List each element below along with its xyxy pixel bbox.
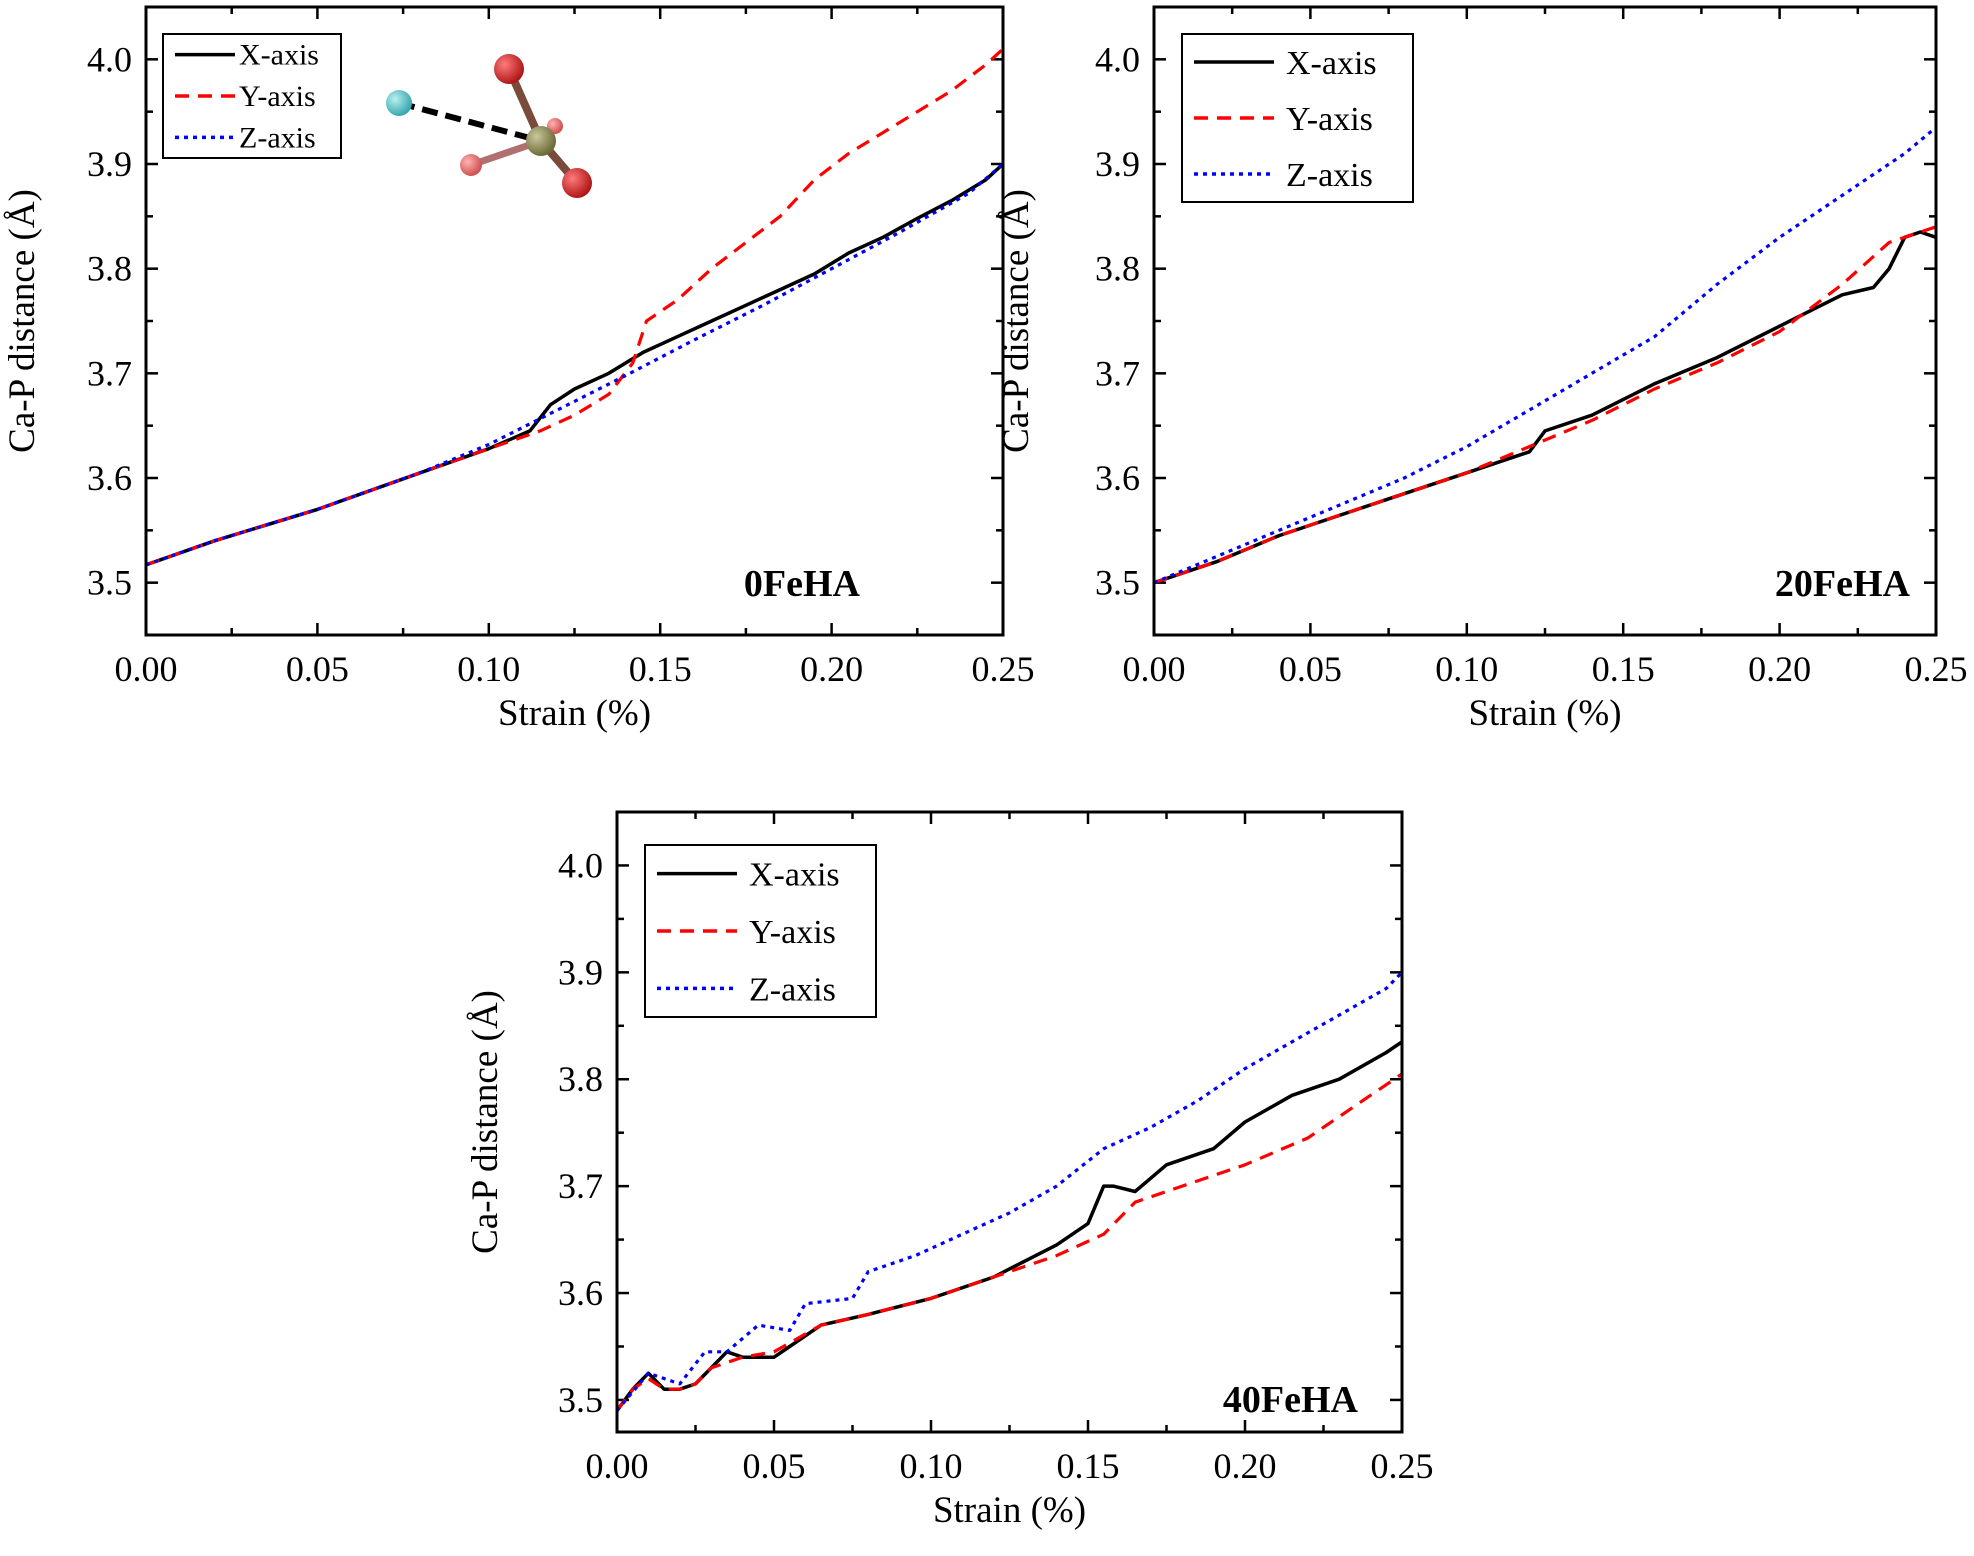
x-tick-label: 0.05 (1279, 649, 1342, 689)
oxygen-atom (460, 154, 482, 176)
series-line-z-axis (1154, 126, 1936, 585)
series-line-z-axis (146, 162, 1003, 567)
y-axis-title: Ca-P distance (Å) (2, 189, 43, 453)
y-tick-label: 3.9 (87, 144, 132, 184)
plot-frame (615, 810, 1404, 1434)
y-tick-label: 4.0 (558, 845, 603, 885)
legend-label: X-axis (239, 39, 319, 72)
ca-p-bond (398, 100, 531, 141)
legend-label: Z-axis (749, 971, 836, 1008)
panel-label: 0FeHA (744, 563, 861, 605)
y-tick-label: 3.9 (558, 952, 603, 992)
x-tick-label: 0.20 (1748, 649, 1811, 689)
legend-label: Y-axis (239, 80, 316, 113)
x-tick-label: 0.25 (1371, 1446, 1434, 1486)
y-tick-label: 4.0 (87, 39, 132, 79)
series-line-x-axis (617, 1040, 1402, 1412)
legend: X-axis Y-axis Z-axis (644, 844, 877, 1018)
phosphorus-atom (526, 126, 556, 156)
chart-panel-20FeHA: 0.00 0.05 0.10 0.15 0.20 0.25 3.5 3.6 3.7 3.8 3.9 4… (996, 5, 1968, 734)
y-axis-title: Ca-P distance (Å) (996, 189, 1037, 453)
legend-label: X-axis (1286, 45, 1377, 82)
x-tick-label: 0.10 (1435, 649, 1498, 689)
y-tick-label: 3.8 (87, 249, 132, 289)
y-tick-label: 3.7 (558, 1166, 603, 1206)
panel-label: 20FeHA (1775, 563, 1911, 605)
oxygen-atom (562, 168, 592, 198)
x-tick-label: 0.10 (457, 649, 520, 689)
x-tick-label: 0.25 (972, 649, 1035, 689)
series-line-z-axis (617, 971, 1402, 1412)
x-axis-title: Strain (%) (933, 1490, 1086, 1531)
y-tick-label: 3.6 (1095, 458, 1140, 498)
x-tick-label: 0.20 (1214, 1446, 1277, 1486)
series-line-x-axis (1154, 230, 1936, 585)
x-tick-label: 0.00 (1123, 649, 1186, 689)
x-tick-label: 0.00 (586, 1446, 649, 1486)
x-tick-label: 0.05 (286, 649, 349, 689)
x-tick-label: 0.00 (115, 649, 178, 689)
y-tick-label: 3.8 (558, 1059, 603, 1099)
inset-molecule (386, 54, 592, 198)
legend-label: Z-axis (1286, 157, 1373, 194)
y-tick-label: 3.7 (1095, 353, 1140, 393)
y-tick-label: 3.8 (1095, 249, 1140, 289)
legend-label: X-axis (749, 857, 840, 894)
x-tick-label: 0.20 (800, 649, 863, 689)
y-tick-label: 3.7 (87, 353, 132, 393)
legend-label: Y-axis (1286, 101, 1373, 138)
chart-panel-40FeHA: 0.00 0.05 0.10 0.15 0.20 0.25 3.5 3.6 3.7 3.8 3.9 4… (465, 810, 1434, 1531)
x-tick-label: 0.15 (629, 649, 692, 689)
x-tick-label: 0.15 (1057, 1446, 1120, 1486)
series-line-y-axis (146, 47, 1003, 567)
x-tick-label: 0.25 (1905, 649, 1968, 689)
series-line-x-axis (146, 162, 1003, 567)
legend-label: Y-axis (749, 914, 836, 951)
y-tick-label: 3.5 (87, 563, 132, 603)
oxygen-atom (494, 54, 524, 84)
x-tick-label: 0.15 (1592, 649, 1655, 689)
calcium-atom (386, 90, 412, 116)
y-tick-label: 4.0 (1095, 39, 1140, 79)
x-axis-title: Strain (%) (1468, 693, 1621, 734)
chart-panel-0FeHA: 0.00 0.05 0.10 0.15 0.20 0.25 3.5 3.6 3.7 3.8 3.9 4… (2, 5, 1035, 734)
x-tick-label: 0.05 (743, 1446, 806, 1486)
y-tick-label: 3.9 (1095, 144, 1140, 184)
y-axis-title: Ca-P distance (Å) (465, 990, 506, 1254)
series-line-y-axis (617, 1072, 1402, 1412)
legend-label: Z-axis (239, 121, 316, 154)
plot-frame (144, 5, 1005, 637)
legend: X-axis Y-axis Z-axis (1181, 33, 1414, 203)
series-line-y-axis (1154, 225, 1936, 585)
legend: X-axis Y-axis Z-axis (162, 33, 342, 159)
y-tick-label: 3.5 (1095, 563, 1140, 603)
y-tick-label: 3.6 (87, 458, 132, 498)
y-tick-label: 3.6 (558, 1273, 603, 1313)
x-axis-title: Strain (%) (498, 693, 651, 734)
panel-label: 40FeHA (1223, 1379, 1359, 1421)
plot-frame (1152, 5, 1938, 637)
y-tick-label: 3.5 (558, 1380, 603, 1420)
x-tick-label: 0.10 (900, 1446, 963, 1486)
